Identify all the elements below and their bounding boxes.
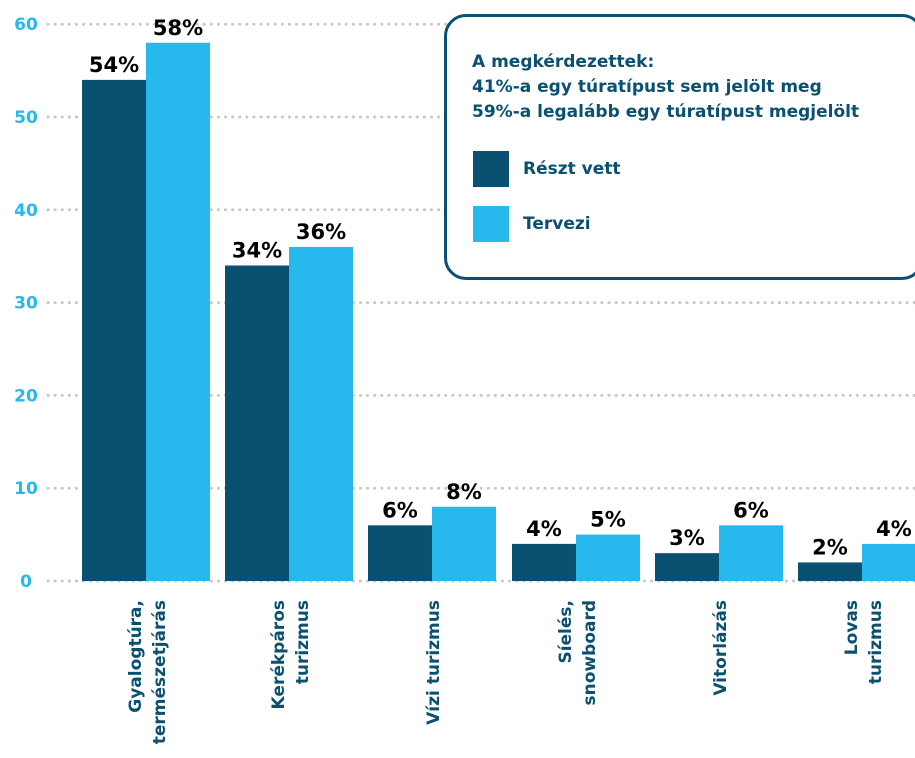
bar <box>576 534 640 581</box>
y-tick-label: 30 <box>14 294 38 314</box>
bar-value-label: 4% <box>876 517 912 541</box>
bar <box>512 543 576 581</box>
bar <box>289 246 353 582</box>
legend-note-line: 59%-a legalább egy túratípust megjelölt <box>472 102 860 122</box>
x-tick-label: Síelés, <box>556 600 576 664</box>
legend-note-line: A megkérdezettek: <box>472 52 655 72</box>
bar <box>862 543 915 581</box>
bar-value-label: 3% <box>669 526 705 550</box>
y-tick-label: 0 <box>20 572 32 592</box>
y-tick-label: 10 <box>14 479 38 499</box>
x-tick-label: Gyalogtúra, <box>126 600 146 713</box>
legend-label: Részt vett <box>523 159 621 179</box>
y-tick-label: 20 <box>14 386 38 406</box>
bar <box>225 265 289 581</box>
legend-box <box>444 14 915 280</box>
x-tick-label: Vitorlázás <box>711 600 731 696</box>
bar <box>432 506 496 581</box>
bar-value-label: 34% <box>232 238 282 262</box>
legend-note-line: 41%-a egy túratípust sem jelölt meg <box>472 77 822 97</box>
bar-value-label: 58% <box>153 16 203 40</box>
bar-value-label: 8% <box>446 480 482 504</box>
bar <box>146 42 210 581</box>
legend-label: Tervezi <box>523 214 591 234</box>
bar <box>719 525 783 581</box>
bar <box>655 553 719 581</box>
bar-value-label: 6% <box>382 498 418 522</box>
y-tick-label: 60 <box>14 15 38 35</box>
legend-swatch <box>473 151 509 187</box>
y-tick-label: 50 <box>14 108 38 128</box>
bar-value-label: 4% <box>526 517 562 541</box>
x-tick-label: turizmus <box>293 600 313 684</box>
bar-value-label: 2% <box>812 535 848 559</box>
legend-note: A megkérdezettek: 41%-a egy túratípust s… <box>472 50 859 125</box>
bar <box>82 79 146 581</box>
bar <box>798 562 862 581</box>
legend-swatch <box>473 206 509 242</box>
bar-value-label: 6% <box>733 498 769 522</box>
x-tick-label: Lovas <box>842 600 862 655</box>
x-tick-label: Kerékpáros <box>269 600 289 709</box>
bar-value-label: 36% <box>296 220 346 244</box>
bar-value-label: 5% <box>590 508 626 532</box>
y-tick-label: 40 <box>14 201 38 221</box>
x-tick-label: Vízi turizmus <box>424 600 444 725</box>
x-tick-label: snowboard <box>580 600 600 705</box>
x-tick-label: természetjárás <box>150 600 170 744</box>
bar <box>368 525 432 581</box>
bar-value-label: 54% <box>89 53 139 77</box>
x-tick-label: turizmus <box>866 600 886 684</box>
